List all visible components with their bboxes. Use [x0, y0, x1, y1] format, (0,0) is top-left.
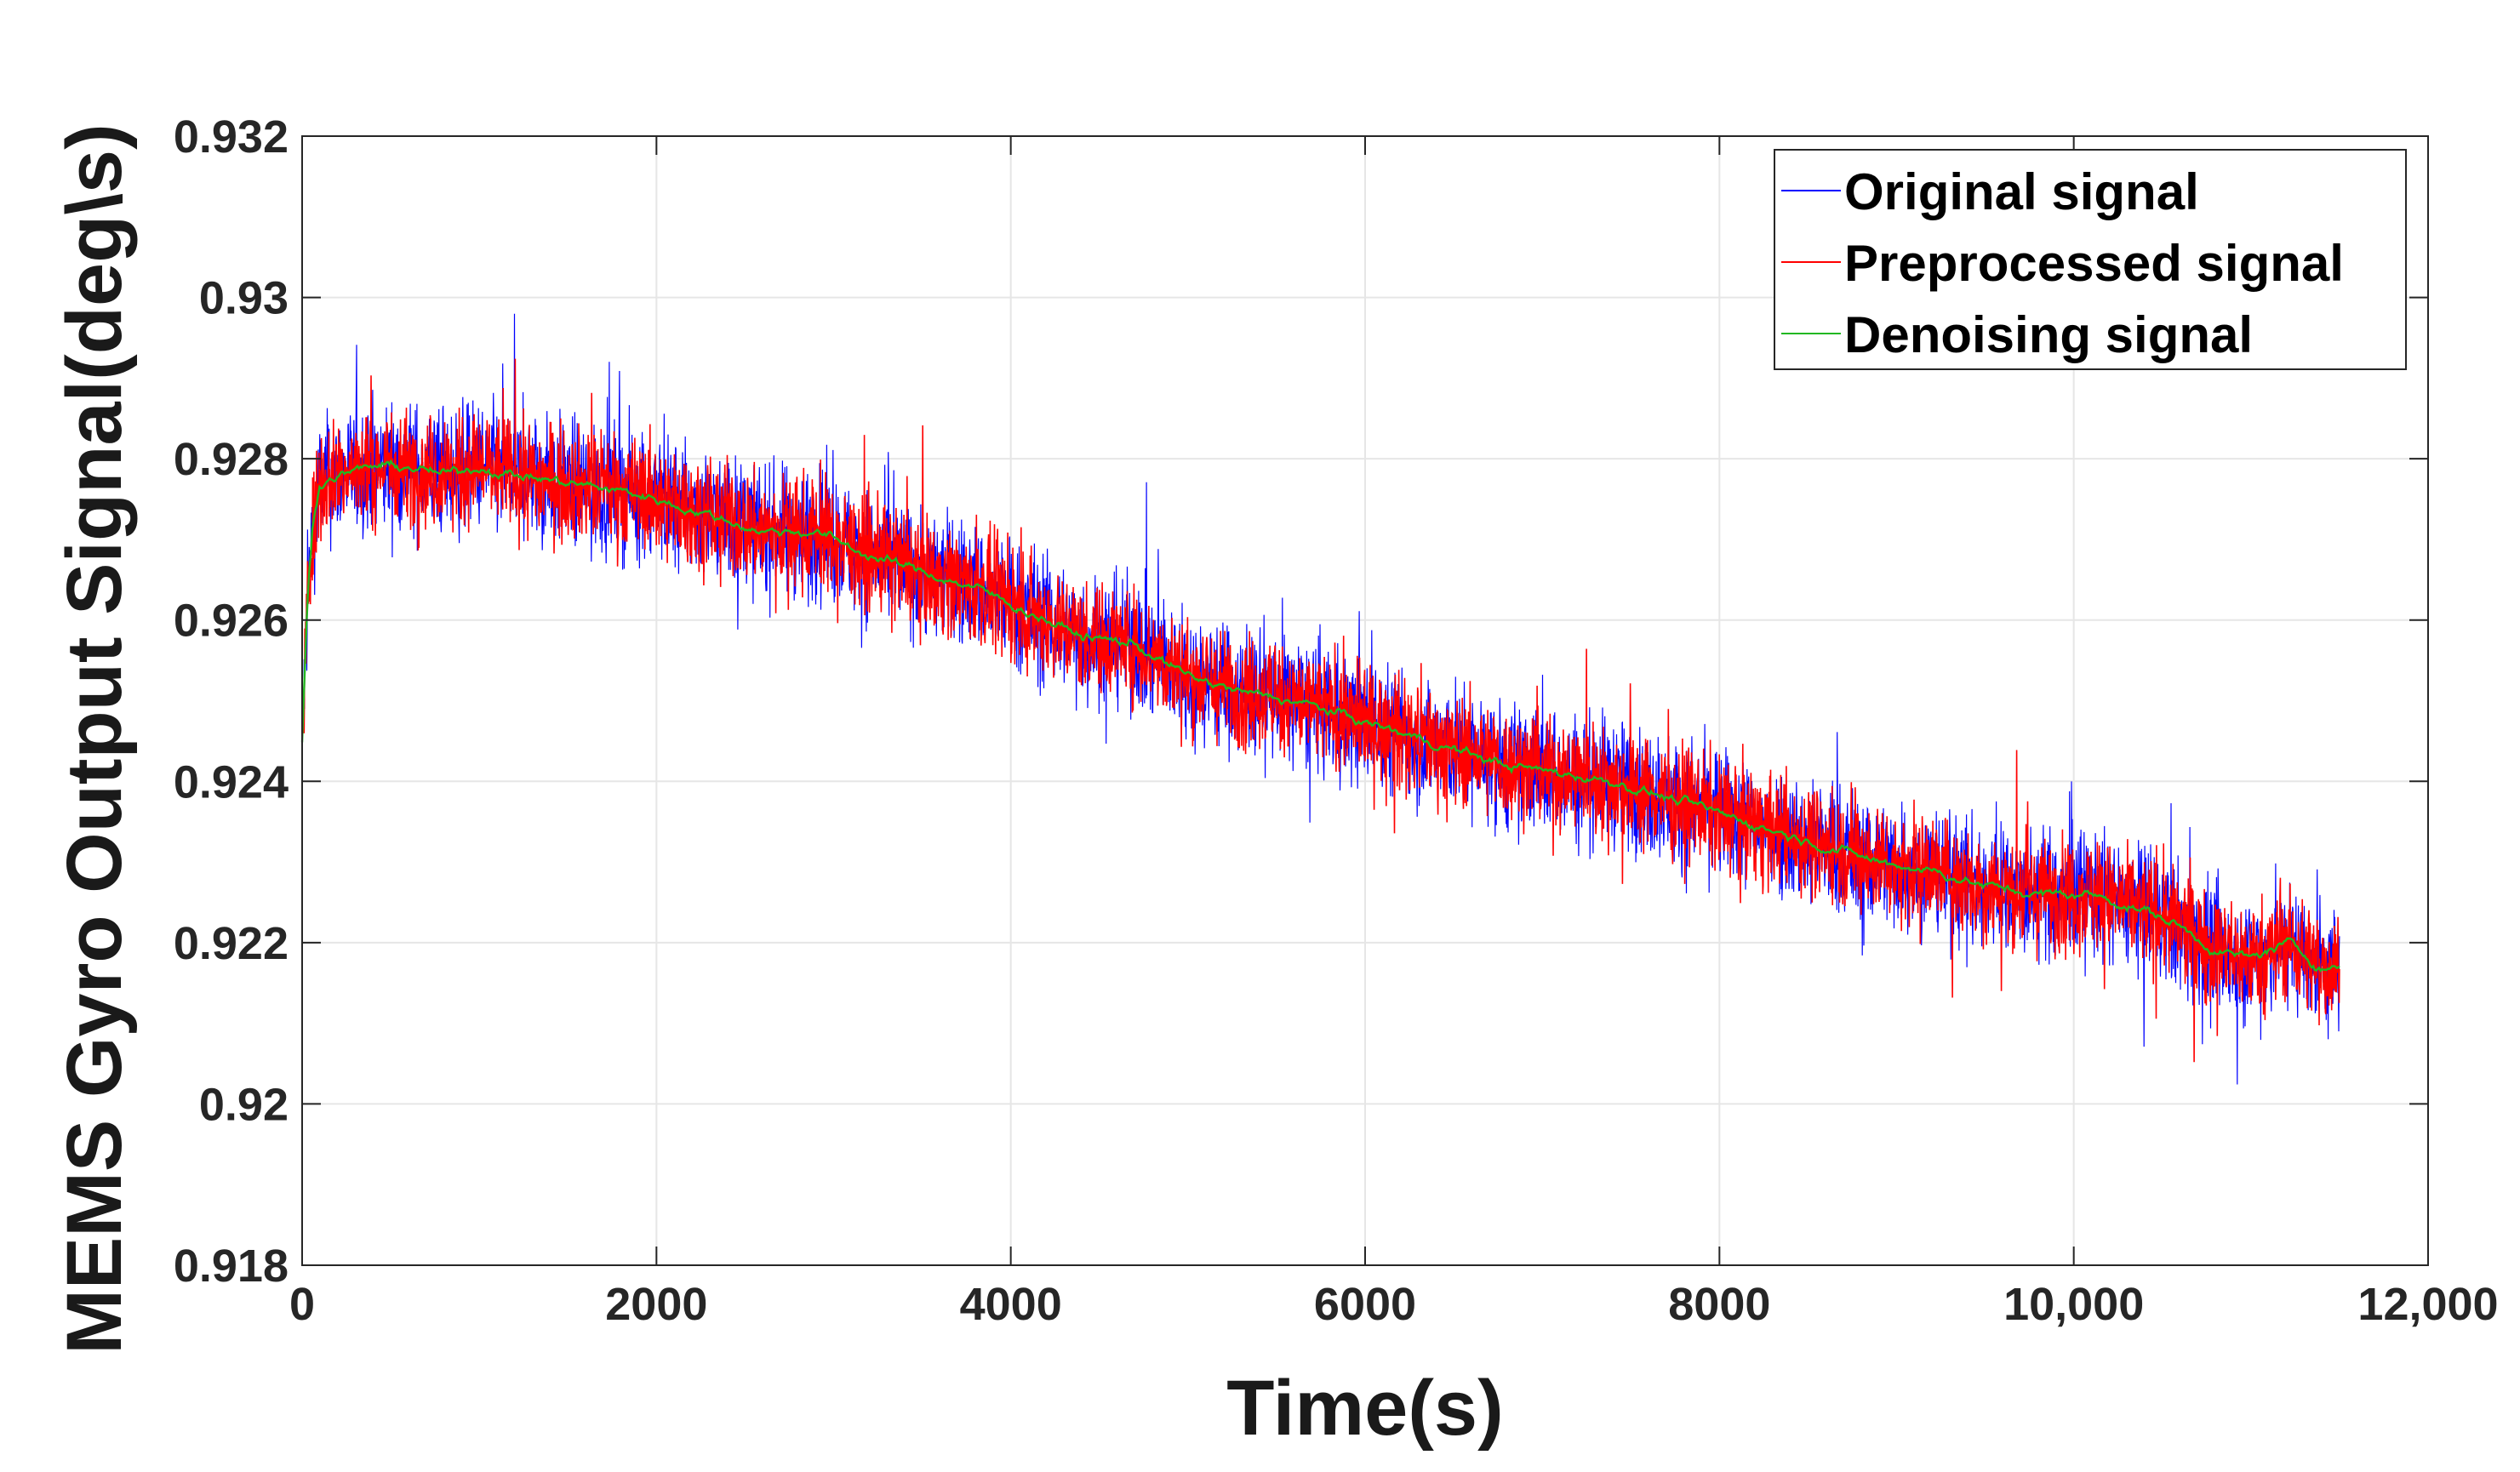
y-tick-label: 0.932 — [174, 111, 289, 163]
axis-ticks — [301, 135, 2429, 1266]
x-axis-title: Time(s) — [1226, 1365, 1504, 1452]
series-denoising-signal — [300, 459, 2340, 973]
legend-label: Original signal — [1844, 163, 2199, 220]
x-tick-label: 6000 — [1314, 1279, 1416, 1330]
x-tick-label: 12,000 — [2357, 1279, 2498, 1330]
series-layer — [300, 313, 2340, 1085]
series-line — [301, 358, 2340, 1063]
legend-item: Denoising signal — [1781, 306, 2253, 363]
x-tick-label: 2000 — [605, 1279, 707, 1330]
legend-item: Original signal — [1781, 163, 2199, 220]
y-axis-tick-labels: 0.918 0.92 0.922 0.924 0.926 0.928 0.93 0.932 — [174, 111, 289, 1292]
y-tick-label: 0.928 — [174, 434, 289, 485]
grid — [302, 136, 2428, 1265]
legend: Original signal Preprocessed signal Denois… — [1774, 149, 2407, 370]
x-tick-label: 10,000 — [2003, 1279, 2144, 1330]
x-axis-tick-labels: 0 2000 4000 6000 8000 10,000 12,000 — [289, 1279, 2499, 1330]
y-tick-label: 0.926 — [174, 596, 289, 647]
x-tick-label: 8000 — [1668, 1279, 1770, 1330]
x-tick-label: 0 — [289, 1279, 315, 1330]
series-line — [300, 459, 2340, 973]
y-tick-label: 0.93 — [199, 273, 289, 324]
legend-label: Preprocessed signal — [1844, 235, 2344, 292]
legend-label: Denoising signal — [1844, 306, 2253, 363]
y-axis-title: MEMS Gyro Output Signal(deg\s) — [51, 123, 138, 1354]
y-tick-label: 0.922 — [174, 918, 289, 969]
y-tick-label: 0.92 — [199, 1079, 289, 1130]
legend-item: Preprocessed signal — [1781, 235, 2344, 292]
y-tick-label: 0.924 — [174, 756, 289, 807]
x-tick-label: 4000 — [960, 1279, 1062, 1330]
series-preprocessed-signal — [301, 358, 2340, 1063]
y-tick-label: 0.918 — [174, 1241, 289, 1292]
legend-box — [1774, 149, 2407, 370]
